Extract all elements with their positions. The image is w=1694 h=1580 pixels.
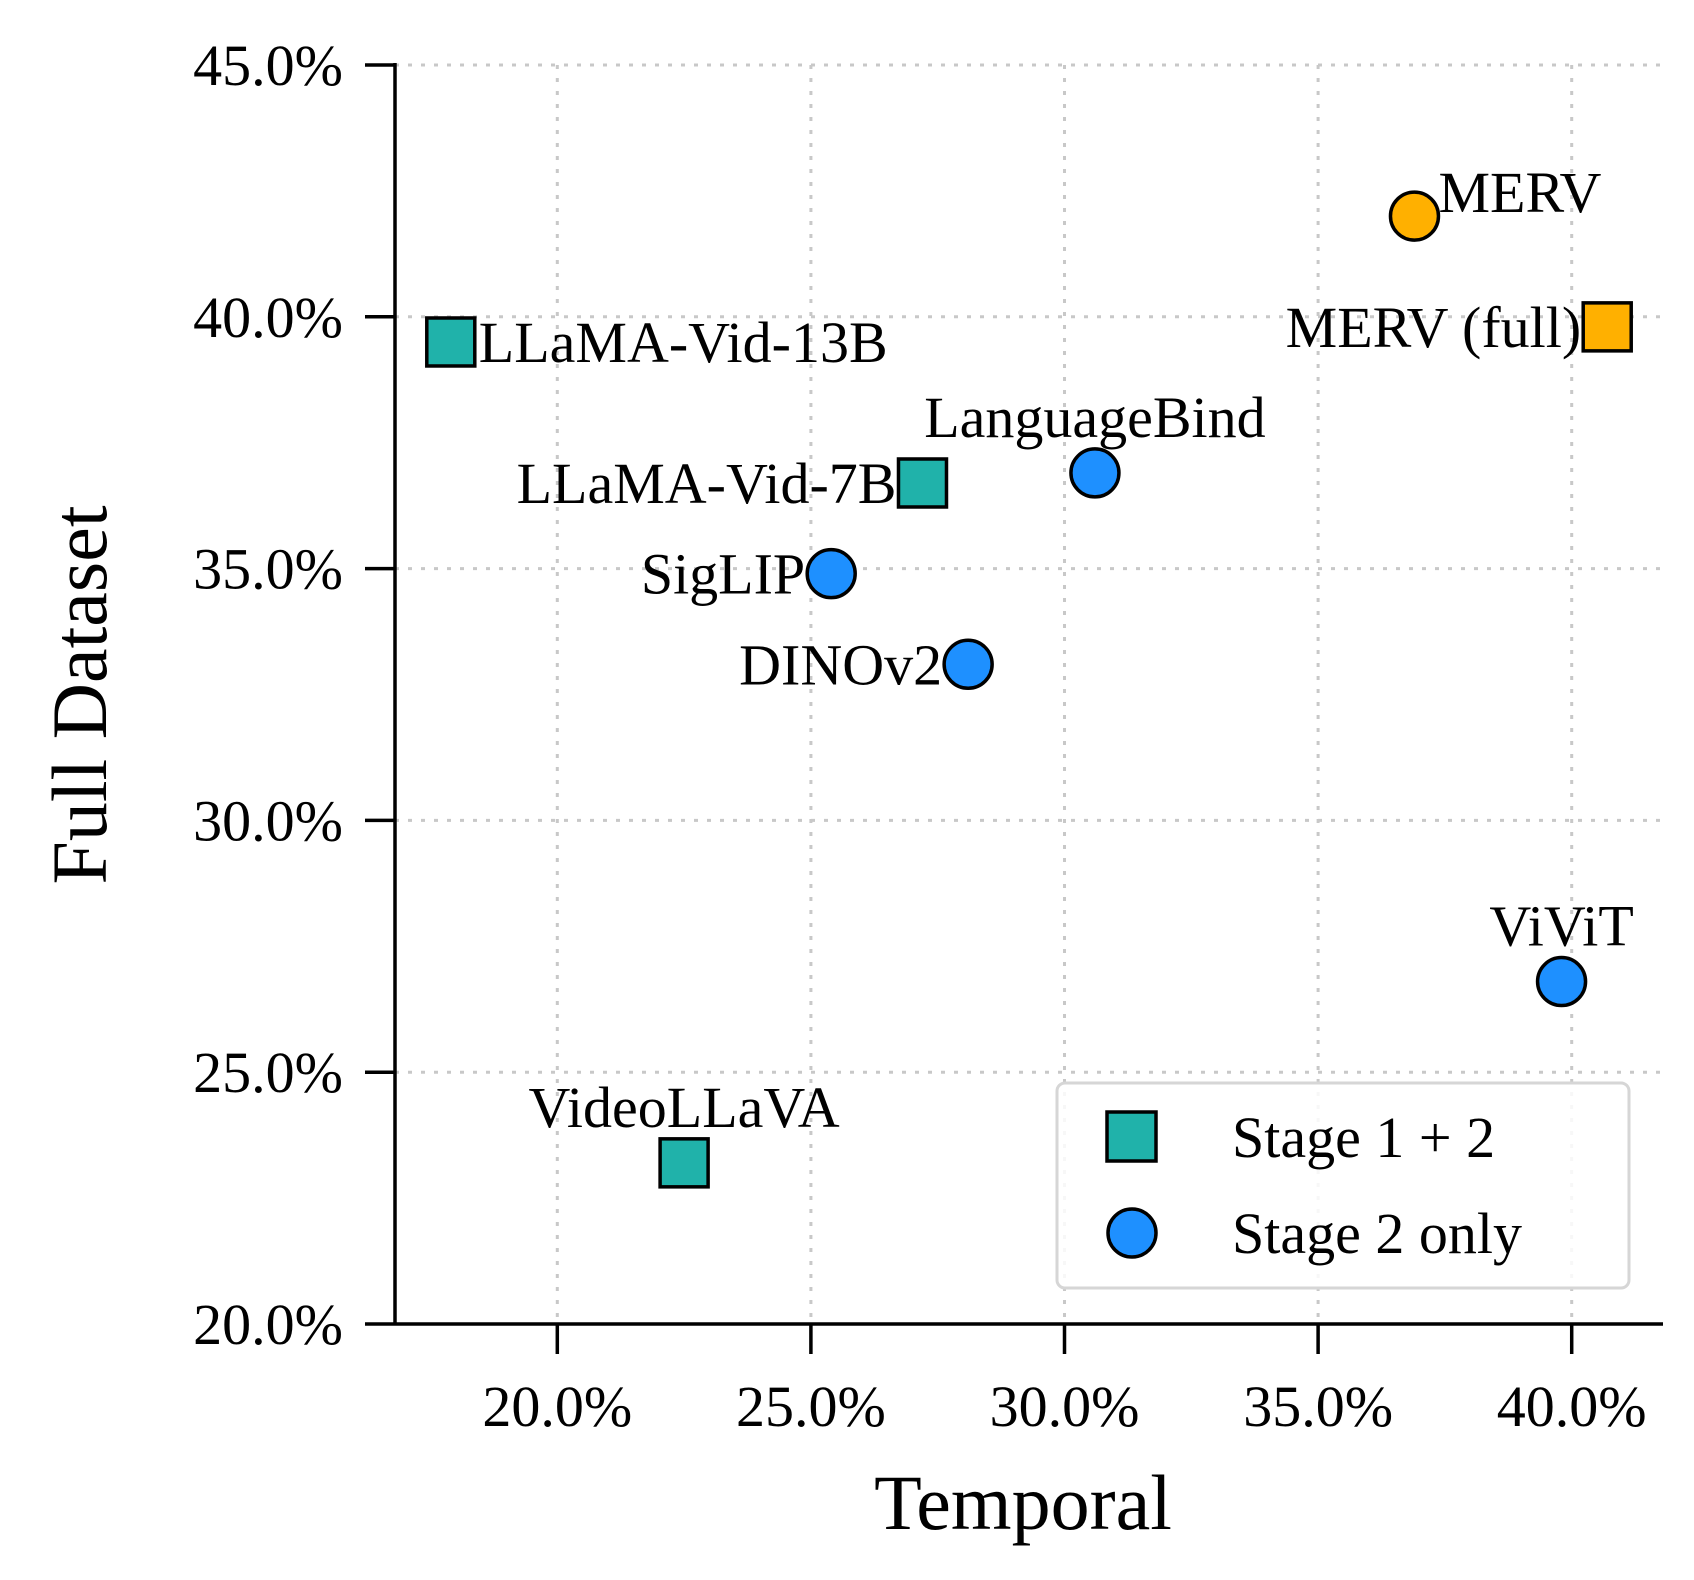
point-label-llama-vid-7b: LLaMA-Vid-7B bbox=[517, 451, 897, 516]
point-siglip bbox=[805, 547, 857, 600]
y-axis-title: Full Dataset bbox=[36, 505, 123, 884]
legend-square-marker bbox=[1105, 1110, 1158, 1163]
point-label-merv: MERV bbox=[1438, 160, 1601, 225]
axes-layer: 20.0% 25.0% 30.0% 35.0% 40.0% 20.0% 25.0% 30.0%… bbox=[193, 33, 1663, 1439]
y-tick-label: 25.0% bbox=[193, 1040, 343, 1105]
x-axis-title: Temporal bbox=[874, 1459, 1172, 1546]
point-merv-full bbox=[1581, 301, 1633, 353]
y-tick-label: 40.0% bbox=[193, 285, 343, 350]
y-tick-label: 20.0% bbox=[193, 1292, 343, 1357]
point-dinov2 bbox=[942, 638, 994, 691]
x-tick-label: 25.0% bbox=[736, 1374, 886, 1439]
point-llama-vid-7b bbox=[896, 457, 949, 509]
point-vivit bbox=[1535, 955, 1588, 1008]
legend-label-stage-2-only: Stage 2 only bbox=[1232, 1201, 1522, 1266]
point-merv bbox=[1388, 190, 1441, 242]
y-tick-label: 30.0% bbox=[193, 788, 343, 853]
y-tick-label: 45.0% bbox=[193, 33, 343, 98]
point-label-languagebind: LanguageBind bbox=[924, 385, 1265, 450]
legend-label-stage-1-2: Stage 1 + 2 bbox=[1232, 1105, 1495, 1170]
point-label-vivit: ViViT bbox=[1489, 894, 1633, 959]
x-tick-label: 20.0% bbox=[482, 1374, 632, 1439]
y-tick-label: 35.0% bbox=[193, 537, 343, 602]
point-label-videollava: VideoLLaVA bbox=[529, 1075, 840, 1140]
x-tick-label: 35.0% bbox=[1243, 1374, 1393, 1439]
labels-layer: LLaMA-Vid-13B LLaMA-Vid-7B VideoLLaVA MERV … bbox=[479, 160, 1634, 1140]
point-languagebind bbox=[1069, 447, 1121, 499]
point-videollava bbox=[658, 1137, 710, 1189]
point-label-siglip: SigLIP bbox=[641, 542, 805, 607]
point-label-llama-vid-13b: LLaMA-Vid-13B bbox=[479, 310, 888, 375]
x-tick-label: 40.0% bbox=[1497, 1374, 1647, 1439]
point-llama-vid-13b bbox=[425, 316, 477, 368]
x-tick-label: 30.0% bbox=[990, 1374, 1140, 1439]
point-label-dinov2: DINOv2 bbox=[739, 632, 942, 697]
points-layer bbox=[425, 190, 1633, 1189]
legend: Stage 1 + 2 Stage 2 only bbox=[1055, 1081, 1631, 1290]
legend-circle-marker bbox=[1106, 1207, 1158, 1259]
point-label-merv-full: MERV (full) bbox=[1286, 295, 1582, 360]
legend-frame bbox=[1055, 1081, 1631, 1290]
